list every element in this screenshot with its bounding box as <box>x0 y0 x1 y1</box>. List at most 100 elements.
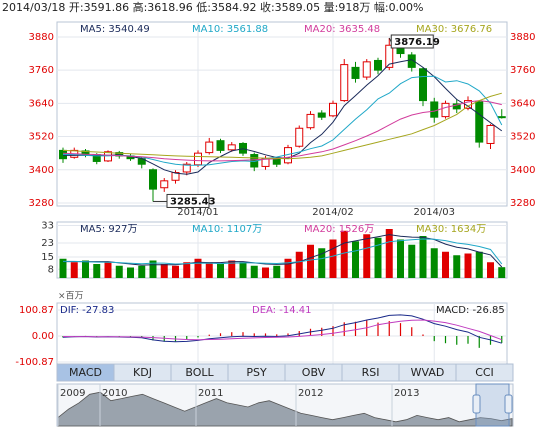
volume-bar <box>498 267 506 278</box>
candle-body <box>216 140 225 151</box>
annotation-box <box>166 193 210 208</box>
volume-bar <box>284 258 292 278</box>
tab-label[interactable]: RSI <box>362 366 380 379</box>
volume-bar <box>160 264 168 278</box>
volume-bar <box>442 251 449 278</box>
header: 2014/03/18 开:3591.86 高:3618.96 低:3584.92… <box>2 0 424 14</box>
legend-entry: MA20: 3635.48 <box>304 24 380 35</box>
y-tick-label: -100.87 <box>15 357 54 368</box>
volume-bar <box>194 258 202 278</box>
volume-bar <box>138 265 146 278</box>
navigator-handle[interactable] <box>472 394 481 414</box>
legend-entry: MA5: 3540.49 <box>80 24 150 35</box>
y-tick-label: 3520 <box>29 132 54 143</box>
candle-body <box>362 61 371 78</box>
candle-body <box>486 124 495 144</box>
volume-bar <box>318 248 326 278</box>
tab-label[interactable]: KDJ <box>133 366 152 379</box>
volume-unit: ×百万 <box>58 291 84 302</box>
annotation: 3285.43 <box>170 196 216 207</box>
volume-bar <box>453 255 461 278</box>
candle-body <box>272 158 281 165</box>
tab-label[interactable]: OBV <box>302 366 326 379</box>
candle-body <box>171 172 180 181</box>
candle-body <box>329 102 337 117</box>
year-label: 2013 <box>394 388 419 399</box>
volume-bar <box>307 244 314 278</box>
candle-body <box>407 54 416 68</box>
y-tick-label: 100.87 <box>19 305 54 316</box>
volume-bar <box>374 237 382 278</box>
tab[interactable] <box>455 363 514 382</box>
candle-body <box>149 169 157 190</box>
volume-bar <box>397 239 404 278</box>
y-tick-label: 3640 <box>29 98 54 109</box>
y-tick-label: 3880 <box>29 32 54 43</box>
candle-body <box>205 141 214 154</box>
candle-body <box>475 101 484 143</box>
navigator-handle[interactable] <box>504 394 513 414</box>
legend-entry: DIF: -27.83 <box>60 305 114 316</box>
legend-entry: MA10: 3561.88 <box>192 24 268 35</box>
volume-bar <box>172 265 179 278</box>
legend-entry: DEA: -14.41 <box>252 305 311 316</box>
year-label: 2010 <box>102 388 127 399</box>
tab-label[interactable]: WVAD <box>411 366 445 379</box>
price-panel <box>56 21 508 207</box>
candle-body <box>441 102 450 118</box>
y-tick-label: 3280 <box>29 198 54 209</box>
candle-body <box>317 112 326 118</box>
line <box>63 238 503 265</box>
navigator-window[interactable] <box>475 383 510 427</box>
y-tick-label: 3880 <box>510 32 535 43</box>
tab-label[interactable]: PSY <box>246 366 267 379</box>
volume-bar <box>430 248 438 278</box>
candle-body <box>227 144 236 151</box>
candle-body <box>351 66 360 79</box>
volume-bar <box>352 241 359 278</box>
volume-bar <box>59 258 67 278</box>
volume-bar <box>217 264 224 278</box>
y-tick-label: 3400 <box>510 165 535 176</box>
candle-body <box>419 68 427 102</box>
tab-label[interactable]: MACD <box>69 366 102 379</box>
volume-bar <box>93 264 101 278</box>
volume-panel <box>56 221 508 279</box>
navigator-area <box>57 391 513 427</box>
line <box>63 234 503 268</box>
candle-body <box>306 113 315 129</box>
volume-bar <box>273 265 281 278</box>
line <box>62 100 502 162</box>
volume-bar <box>408 244 416 278</box>
candle-body <box>261 158 270 167</box>
y-tick-label: 3520 <box>510 132 535 143</box>
y-tick-label: 3280 <box>510 198 535 209</box>
y-tick-label: 3760 <box>510 65 535 76</box>
candle-body <box>430 101 439 118</box>
legend-entry: MA10: 1107万 <box>192 224 262 235</box>
volume-bar <box>127 267 134 278</box>
candle-body <box>182 163 191 173</box>
volume-bar <box>475 251 483 278</box>
legend-entry: MACD: -26.85 <box>436 305 505 316</box>
candle-body <box>374 59 382 71</box>
candle-body <box>497 116 506 119</box>
annotation: 3876.19 <box>394 37 440 48</box>
year-label: 2011 <box>198 388 223 399</box>
volume-bar <box>250 265 258 278</box>
annotation-box <box>390 34 434 49</box>
tab-label[interactable]: CCI <box>475 366 494 379</box>
line <box>62 319 502 341</box>
x-tick-label: 2014/02 <box>312 207 354 218</box>
volume-bar <box>363 234 371 278</box>
volume-bar <box>385 229 393 278</box>
y-tick-label: 33 <box>41 221 54 232</box>
tab-label[interactable]: BOLL <box>185 366 214 379</box>
volume-bar <box>70 262 78 278</box>
volume-bar <box>295 251 303 278</box>
volume-bar <box>329 239 337 278</box>
year-label: 2012 <box>298 388 323 399</box>
legend-entry: MA30: 3676.76 <box>416 24 492 35</box>
volume-bar <box>183 262 191 278</box>
